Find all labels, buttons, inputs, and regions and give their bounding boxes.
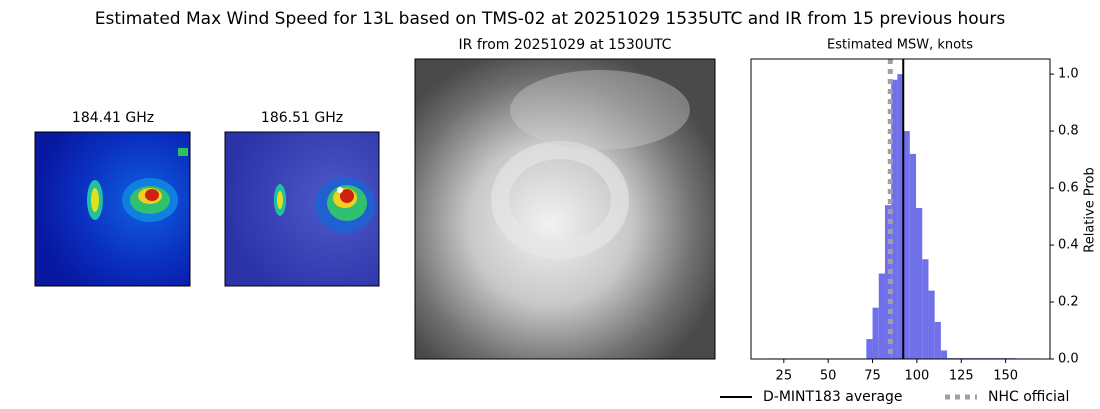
bar [903,131,910,359]
bar [891,79,898,359]
x-tick-label: 125 [949,369,974,384]
y-axis-label: Relative Prob [1083,167,1098,252]
y-tick-label: 0.8 [1058,124,1079,139]
y-tick-label: 0.2 [1058,295,1079,310]
bar [909,153,917,359]
bar [878,273,885,359]
bar [916,208,923,359]
panel-title: 186.51 GHz [261,110,343,126]
bar [928,290,935,359]
chart-title: Estimated MSW, knots [827,38,973,53]
x-tick-label: 150 [993,369,1018,384]
y-tick-label: 1.0 [1058,67,1079,82]
y-tick-label: 0.6 [1058,181,1079,196]
histogram: D-MINT183 average NHC official 25 50 75 100 12… [720,58,1079,405]
bar [934,321,941,359]
legend-label: D-MINT183 average [763,389,903,405]
legend-label: NHC official [988,389,1069,405]
panel-title: 184.41 GHz [72,110,154,126]
microwave-image [34,131,191,287]
panel-title: IR from 20251029 at 1530UTC [459,37,672,53]
figure-title: Estimated Max Wind Speed for 13L based o… [95,9,1006,29]
x-tick-label: 75 [864,369,881,384]
bar [866,339,873,359]
microwave-image [224,131,380,287]
y-tick-label: 0.4 [1058,238,1079,253]
bar [940,350,948,359]
bar [872,307,879,359]
y-tick-label: 0.0 [1058,352,1079,367]
x-tick-label: 100 [904,369,929,384]
ir-image [414,58,716,360]
plot-frame [750,58,1051,360]
x-tick-label: 50 [820,369,837,384]
x-tick-label: 25 [776,369,793,384]
bar [897,74,904,359]
bar [922,259,929,359]
